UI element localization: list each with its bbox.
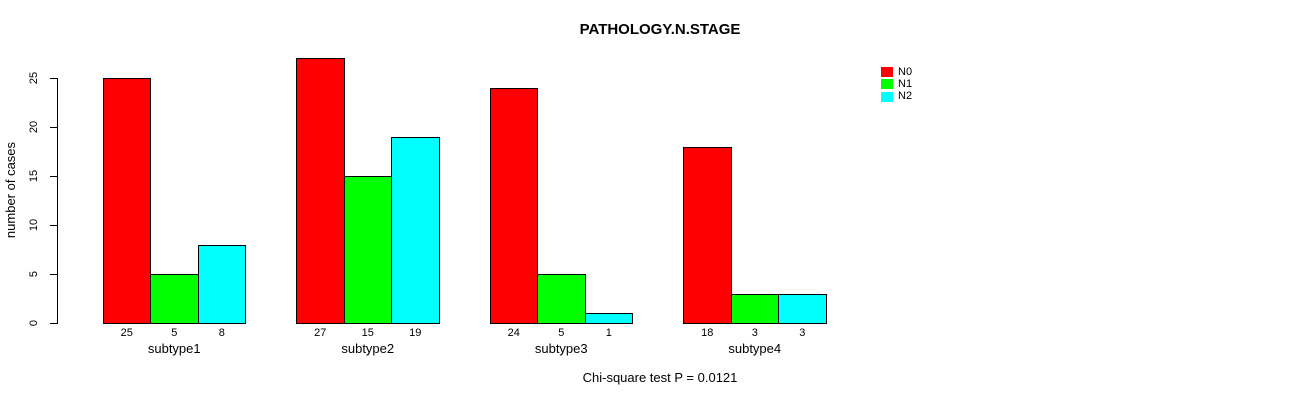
category-label-subtype1: subtype1 <box>147 341 201 356</box>
bar-value-label: 3 <box>751 327 758 339</box>
y-tick-label: 0 <box>28 319 40 327</box>
y-tick <box>50 127 57 128</box>
bar-value-label: 3 <box>799 327 806 339</box>
bar-value-label: 5 <box>171 327 178 339</box>
bar-subtype2-N2 <box>391 136 440 324</box>
category-label-subtype3: subtype3 <box>534 341 588 356</box>
legend-label: N0 <box>898 65 913 78</box>
bar-subtype4-N1 <box>730 293 779 324</box>
bar-subtype3-N0 <box>489 87 538 324</box>
legend: N0 N1 N2 <box>881 66 912 103</box>
chart-title: PATHOLOGY.N.STAGE <box>579 21 741 38</box>
legend-label: N2 <box>898 90 913 103</box>
bar-subtype4-N2 <box>778 293 827 324</box>
category-label-subtype2: subtype2 <box>341 341 395 356</box>
bar-subtype3-N1 <box>537 274 586 324</box>
y-tick-label: 5 <box>28 270 40 278</box>
bar-subtype1-N1 <box>150 274 199 324</box>
bar-value-label: 15 <box>361 327 374 339</box>
y-tick-label: 25 <box>28 71 40 85</box>
legend-label: N1 <box>898 77 913 90</box>
bar-subtype1-N0 <box>102 78 151 324</box>
bar-subtype4-N0 <box>683 146 732 324</box>
y-tick <box>50 225 57 226</box>
y-tick <box>50 78 57 79</box>
legend-swatch-N0 <box>881 67 893 78</box>
y-tick-label: 10 <box>28 218 40 232</box>
bar-value-label: 8 <box>218 327 225 339</box>
legend-row-N0: N0 <box>881 66 912 78</box>
bar-subtype2-N0 <box>296 58 345 324</box>
legend-row-N1: N1 <box>881 78 912 90</box>
bar-value-label: 19 <box>409 327 422 339</box>
bar-value-label: 18 <box>701 327 714 339</box>
bar-subtype1-N2 <box>197 244 246 324</box>
bar-value-label: 27 <box>314 327 327 339</box>
y-tick-label: 20 <box>28 120 40 134</box>
y-tick <box>50 176 57 177</box>
bar-value-label: 25 <box>120 327 133 339</box>
y-tick-label: 15 <box>28 169 40 183</box>
bar-subtype3-N2 <box>584 313 633 324</box>
bar-value-label: 5 <box>558 327 565 339</box>
y-axis-title: number of cases <box>3 141 18 239</box>
bar-value-label: 24 <box>507 327 520 339</box>
footnote-text: Chi-square test P = 0.0121 <box>582 370 738 385</box>
category-label-subtype4: subtype4 <box>728 341 782 356</box>
legend-swatch-N1 <box>881 79 893 90</box>
bar-value-label: 1 <box>605 327 612 339</box>
y-tick <box>50 274 57 275</box>
legend-swatch-N2 <box>881 91 893 102</box>
bar-subtype2-N1 <box>343 176 392 324</box>
legend-row-N2: N2 <box>881 91 912 103</box>
y-tick <box>50 323 57 324</box>
y-axis-line <box>57 78 58 324</box>
